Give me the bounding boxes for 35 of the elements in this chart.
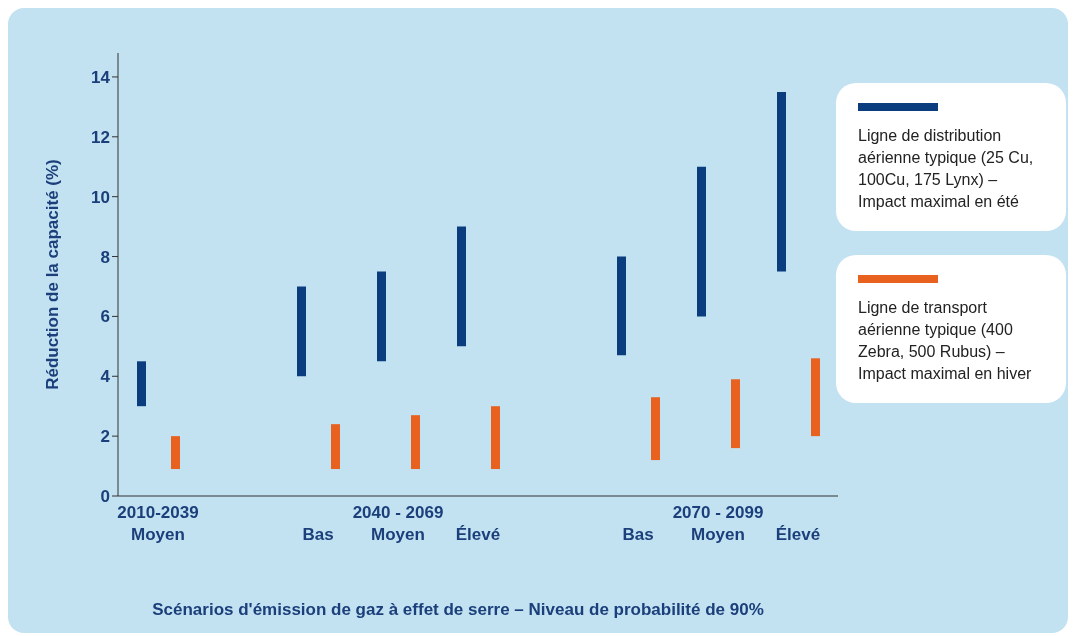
y-tick-label: 10 <box>91 187 110 207</box>
bar <box>137 361 146 407</box>
x-tick-label: Élevé <box>455 525 501 544</box>
y-tick-label: 14 <box>91 67 111 87</box>
legend-card: Ligne de distribution aérienne typique (25 Cu, 100Cu, 175 Lynx) – Impact maximal en été <box>836 83 1066 231</box>
bar <box>171 436 180 470</box>
bar <box>411 415 420 470</box>
x-tick-label: 2010-2039 Moyen <box>117 503 199 544</box>
bar <box>297 286 306 377</box>
bar <box>331 424 340 470</box>
bar <box>491 406 500 470</box>
legend-label: Ligne de distribution aérienne typique (25 Cu, 100Cu, 175 Lynx) – Impact maximal en été <box>858 126 1035 212</box>
y-tick-label: 12 <box>91 127 110 147</box>
x-axis-title: Scénarios d'émission de gaz à effet de serre – Niveau de probabilité de 90% <box>151 600 765 620</box>
bar <box>731 379 740 449</box>
x-tick-label: Bas <box>302 525 334 544</box>
bar <box>697 166 706 317</box>
y-tick-label: 4 <box>100 367 111 387</box>
y-tick-label: 0 <box>100 487 110 507</box>
bar <box>457 226 466 347</box>
bar <box>377 271 386 362</box>
y-tick-label: 2 <box>100 427 110 447</box>
legend-card: Ligne de transport aérienne typique (400 Zebra, 500 Rubus) – Impact maximal en hiver <box>836 255 1066 403</box>
bar <box>811 358 820 437</box>
legend-label: Ligne de transport aérienne typique (400 Zebra, 500 Rubus) – Impact maximal en hiver <box>858 298 1033 384</box>
x-tick-label: Élevé <box>775 525 821 544</box>
x-tick-label: 2070 - 2099 Moyen <box>672 503 764 544</box>
x-tick-label: Bas <box>622 525 654 544</box>
y-tick-label: 8 <box>100 247 110 267</box>
bar <box>651 397 660 461</box>
bar <box>777 91 786 272</box>
y-axis-title: Réduction de la capacité (%) <box>43 159 63 390</box>
x-tick-label: 2040 - 2069 Moyen <box>352 503 444 544</box>
bar <box>617 256 626 356</box>
y-tick-label: 6 <box>100 307 110 327</box>
